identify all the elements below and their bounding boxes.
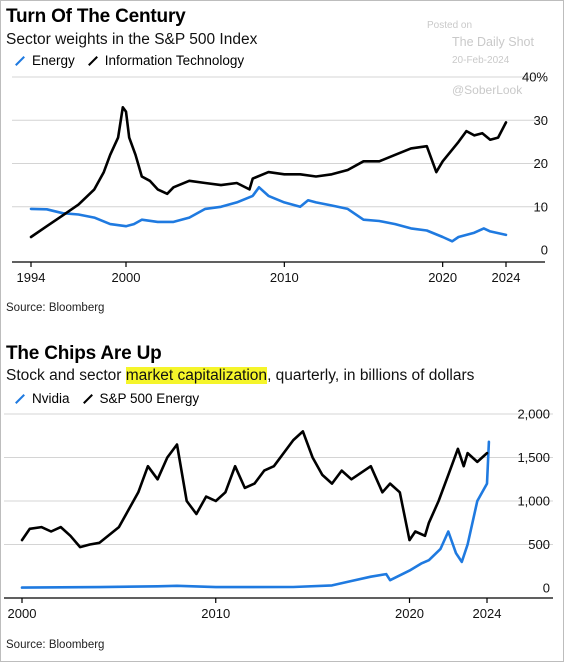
chart2-title: The Chips Are Up <box>6 343 162 364</box>
y-tick-label: 10 <box>534 199 548 214</box>
chart1-subtitle: Sector weights in the S&P 500 Index <box>6 31 258 48</box>
chart2-subtitle-highlight: market capitalization <box>125 367 268 384</box>
x-tick-label: 2024 <box>473 606 502 621</box>
watermark-posted: Posted on <box>427 20 473 31</box>
series-line-information-technology <box>29 106 508 239</box>
x-tick-label: 2020 <box>395 606 424 621</box>
legend-label-energy-mcap: S&P 500 Energy <box>99 391 200 406</box>
legend-label-nvidia: Nvidia <box>32 391 70 406</box>
chart1-title: Turn Of The Century <box>6 6 186 27</box>
y-tick-label: 0 <box>543 581 550 596</box>
chart2-source: Source: Bloomberg <box>6 639 105 651</box>
y-tick-label: 30 <box>534 113 548 128</box>
chart1-plot: 0 10 20 30 40% 1994 2000 2010 2020 2024 <box>12 70 548 285</box>
chart2-subtitle-pre: Stock and sector <box>6 367 126 384</box>
chart2-subtitle: Stock and sector market capitalization, … <box>6 367 474 385</box>
chart1-source: Source: Bloomberg <box>6 302 105 314</box>
series-line-energy <box>29 186 508 243</box>
legend-item-nvidia: Nvidia <box>12 391 70 406</box>
x-tick-label: 2000 <box>112 270 141 285</box>
series-line-nvidia <box>20 440 491 589</box>
series-line-s-p-500-energy <box>20 430 489 549</box>
y-tick-label: 20 <box>534 156 548 171</box>
legend-item-energy-mcap: S&P 500 Energy <box>80 391 200 406</box>
legend-item-energy: Energy <box>12 53 75 68</box>
watermark-date: 20-Feb-2024 <box>452 55 510 66</box>
legend-item-it: Information Technology <box>85 53 244 68</box>
y-tick-label: 0 <box>541 243 548 258</box>
y-tick-label: 40% <box>522 70 548 85</box>
chart2-subtitle-post: , quarterly, in billions of dollars <box>267 367 475 384</box>
x-tick-label: 2000 <box>8 606 37 621</box>
y-tick-label: 1,500 <box>517 450 550 465</box>
y-tick-label: 500 <box>528 537 550 552</box>
y-tick-label: 1,000 <box>517 494 550 509</box>
x-tick-label: 1994 <box>17 270 46 285</box>
watermark-site: The Daily Shot <box>452 35 534 49</box>
chart2-legend: Nvidia S&P 500 Energy <box>12 391 209 406</box>
x-tick-label: 2010 <box>270 270 299 285</box>
x-tick-label: 2010 <box>201 606 230 621</box>
x-tick-label: 2020 <box>428 270 457 285</box>
legend-label-energy: Energy <box>32 53 75 68</box>
chart1-legend: Energy Information Technology <box>12 53 254 68</box>
watermark-handle: @SoberLook <box>452 83 523 97</box>
y-tick-label: 2,000 <box>517 407 550 422</box>
x-tick-label: 2024 <box>492 270 521 285</box>
legend-label-it: Information Technology <box>104 53 245 68</box>
